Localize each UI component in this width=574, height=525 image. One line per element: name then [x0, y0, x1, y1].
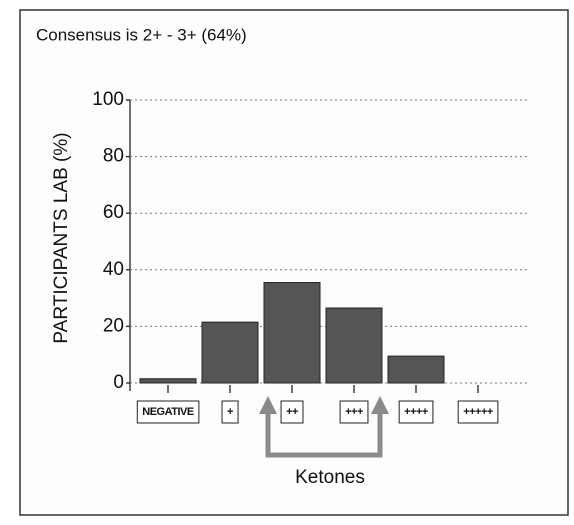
bar — [325, 307, 383, 384]
y-tick-label: 20 — [103, 315, 124, 336]
arrow-head — [371, 396, 389, 414]
x-tick-box — [280, 400, 304, 424]
x-tick-label: + — [227, 406, 233, 418]
x-tick-label: +++++ — [463, 406, 493, 418]
arrow-head — [259, 396, 277, 414]
y-axis-label: PARTICIPANTS LAB (%) — [51, 132, 72, 343]
y-tick-label: 0 — [113, 372, 124, 393]
bar — [201, 321, 259, 384]
consensus-arrow — [259, 396, 389, 458]
x-tick-label: ++++ — [404, 406, 428, 418]
frame — [19, 9, 569, 516]
bar — [263, 282, 321, 384]
y-tick-label: 100 — [92, 89, 124, 110]
x-tick-label: NEGATIVE — [142, 406, 194, 418]
y-tick-label: 80 — [103, 146, 124, 167]
arrow-line — [265, 410, 383, 458]
bar — [387, 355, 445, 384]
x-tick-box — [339, 400, 369, 424]
bar — [139, 378, 197, 384]
y-tick-label: 60 — [103, 202, 124, 223]
x-tick-label: +++ — [345, 406, 363, 418]
y-tick-label: 40 — [103, 259, 124, 280]
x-tick-box — [398, 400, 434, 424]
x-tick-box — [221, 400, 239, 424]
x-tick-box — [136, 400, 200, 424]
x-tick-box — [457, 400, 499, 424]
x-axis-label: Ketones — [295, 467, 365, 488]
chart-title: Consensus is 2+ - 3+ (64%) — [36, 25, 247, 44]
x-tick-label: ++ — [286, 406, 298, 418]
